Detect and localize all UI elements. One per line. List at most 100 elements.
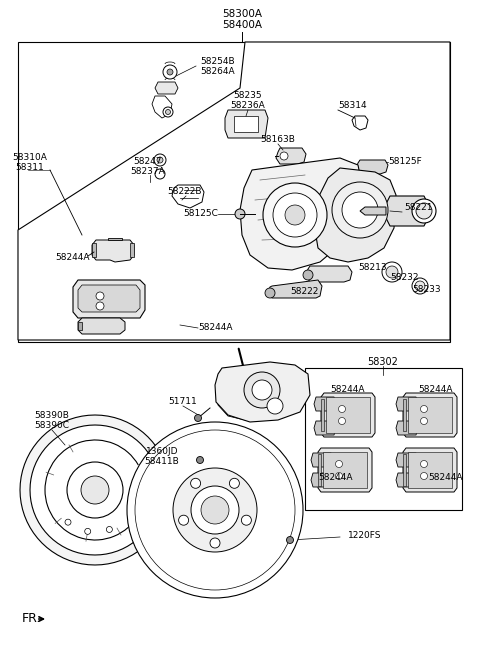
Text: 58314: 58314: [338, 102, 367, 110]
Text: 58400A: 58400A: [222, 20, 262, 30]
Text: 58411B: 58411B: [144, 457, 180, 466]
Text: 58237A: 58237A: [131, 167, 166, 176]
Polygon shape: [396, 397, 418, 411]
Polygon shape: [386, 196, 428, 226]
Circle shape: [263, 183, 327, 247]
Polygon shape: [234, 116, 258, 132]
Circle shape: [336, 461, 343, 468]
Bar: [305, 368, 462, 510]
Circle shape: [135, 430, 295, 590]
Polygon shape: [403, 393, 457, 437]
Circle shape: [420, 405, 428, 413]
Text: 58232: 58232: [390, 274, 419, 283]
Circle shape: [420, 417, 428, 424]
Polygon shape: [311, 453, 333, 467]
Polygon shape: [352, 116, 368, 130]
Circle shape: [332, 182, 388, 238]
Circle shape: [338, 405, 346, 413]
Polygon shape: [314, 421, 336, 435]
Polygon shape: [403, 399, 406, 431]
Circle shape: [163, 65, 177, 79]
Polygon shape: [408, 397, 452, 433]
Circle shape: [303, 270, 313, 280]
Polygon shape: [360, 207, 386, 215]
Polygon shape: [315, 168, 396, 262]
Text: 58302: 58302: [368, 357, 398, 367]
Circle shape: [166, 110, 170, 115]
Circle shape: [386, 266, 398, 278]
Circle shape: [287, 537, 293, 544]
Text: 58264A: 58264A: [200, 68, 235, 77]
Polygon shape: [18, 42, 450, 340]
Polygon shape: [268, 280, 322, 298]
Text: 1360JD: 1360JD: [146, 447, 178, 457]
Polygon shape: [326, 397, 370, 433]
Text: 58300A: 58300A: [222, 9, 262, 19]
Polygon shape: [403, 448, 457, 492]
Polygon shape: [276, 148, 306, 164]
Polygon shape: [314, 397, 336, 411]
Polygon shape: [92, 240, 134, 262]
Circle shape: [336, 472, 343, 480]
Circle shape: [241, 515, 252, 525]
Polygon shape: [218, 374, 285, 420]
Text: 58233: 58233: [412, 285, 441, 295]
Circle shape: [194, 415, 202, 422]
Text: 58221: 58221: [404, 203, 432, 213]
Circle shape: [280, 152, 288, 160]
Polygon shape: [396, 421, 418, 435]
Circle shape: [229, 478, 240, 488]
Polygon shape: [396, 453, 418, 467]
Circle shape: [342, 192, 378, 228]
Text: 58390C: 58390C: [35, 422, 70, 430]
Text: 58244A: 58244A: [418, 386, 453, 394]
Circle shape: [210, 538, 220, 548]
Polygon shape: [403, 454, 406, 486]
Circle shape: [420, 461, 428, 468]
Text: 58244A: 58244A: [330, 386, 364, 394]
Polygon shape: [408, 452, 452, 488]
Text: 58244A: 58244A: [56, 253, 90, 262]
Text: 58236A: 58236A: [230, 102, 265, 110]
Circle shape: [252, 380, 272, 400]
Text: FR.: FR.: [22, 611, 41, 625]
Circle shape: [412, 199, 436, 223]
Polygon shape: [92, 243, 96, 257]
Text: 58125F: 58125F: [388, 157, 422, 167]
Polygon shape: [318, 454, 321, 486]
Polygon shape: [172, 185, 204, 208]
Polygon shape: [73, 280, 145, 318]
Text: 58247: 58247: [134, 157, 162, 167]
Text: 58310A: 58310A: [12, 154, 48, 163]
Circle shape: [167, 69, 173, 75]
Circle shape: [415, 281, 425, 291]
Text: 58213: 58213: [358, 264, 386, 272]
Bar: [18, 42, 450, 342]
Circle shape: [84, 528, 91, 535]
Text: 58254B: 58254B: [200, 58, 235, 66]
Polygon shape: [108, 238, 122, 240]
Circle shape: [244, 372, 280, 408]
Circle shape: [416, 203, 432, 219]
Circle shape: [107, 527, 112, 533]
Circle shape: [65, 519, 71, 525]
Circle shape: [420, 472, 428, 480]
Circle shape: [173, 468, 257, 552]
Circle shape: [81, 476, 109, 504]
Circle shape: [285, 205, 305, 225]
Circle shape: [155, 169, 165, 179]
Polygon shape: [78, 322, 82, 330]
Circle shape: [191, 486, 239, 534]
Polygon shape: [215, 362, 310, 422]
Polygon shape: [152, 96, 172, 118]
Polygon shape: [396, 473, 418, 487]
Text: 58311: 58311: [16, 163, 44, 173]
Circle shape: [235, 209, 245, 219]
Circle shape: [196, 457, 204, 464]
Circle shape: [179, 515, 189, 525]
Polygon shape: [311, 473, 333, 487]
Circle shape: [163, 107, 173, 117]
Circle shape: [154, 154, 166, 166]
Polygon shape: [321, 399, 324, 431]
Circle shape: [267, 398, 283, 414]
